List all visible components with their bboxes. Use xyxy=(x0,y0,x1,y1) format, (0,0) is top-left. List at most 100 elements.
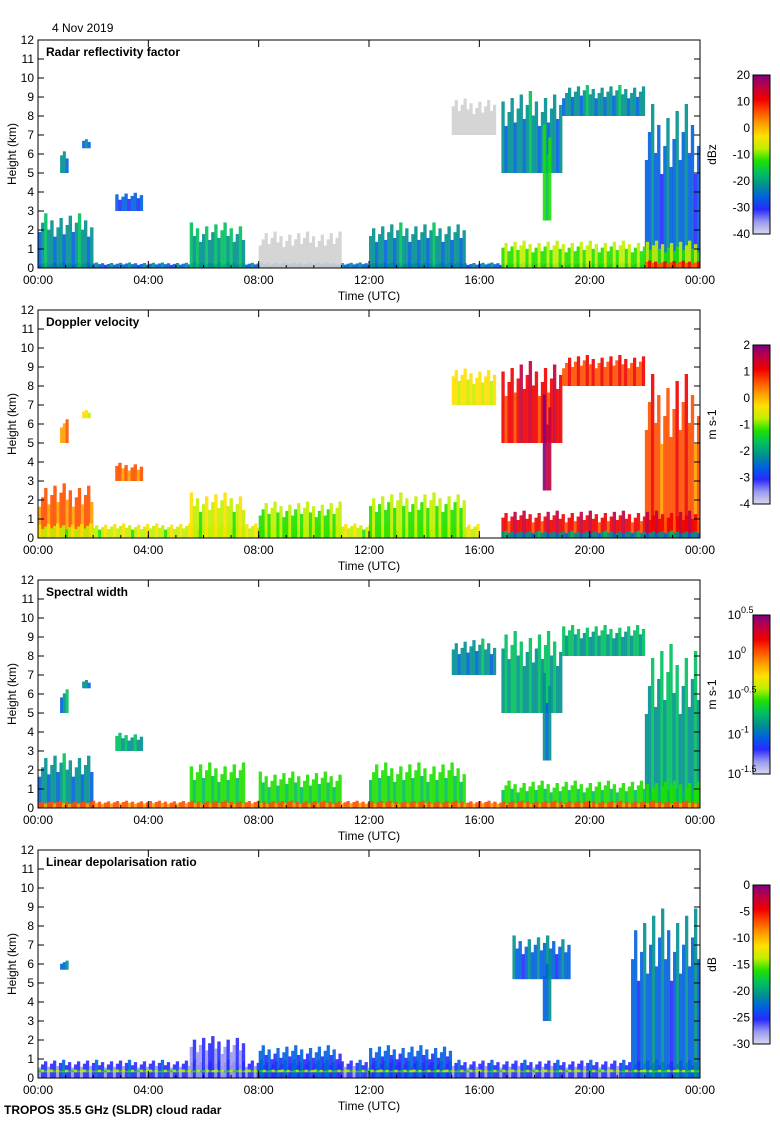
echo-mark xyxy=(377,1046,382,1078)
echo-mark xyxy=(422,1054,426,1078)
echo-mark xyxy=(481,1060,485,1078)
echo-mark xyxy=(408,764,412,808)
echo-mark xyxy=(423,768,427,808)
echo-mark xyxy=(142,803,147,808)
colorbar-tick-exponent: -1.5 xyxy=(741,764,757,774)
echo-mark xyxy=(418,1069,422,1073)
echo-mark xyxy=(508,802,512,808)
echo-mark xyxy=(393,507,397,538)
echo-mark xyxy=(170,524,174,538)
echo-mark xyxy=(528,531,532,538)
echo-mark xyxy=(501,517,505,538)
echo-mark xyxy=(267,243,271,268)
echo-mark xyxy=(580,803,584,808)
echo-mark xyxy=(314,1052,319,1078)
echo-mark xyxy=(426,237,430,268)
echo-mark xyxy=(526,1069,530,1073)
echo-mark xyxy=(122,523,126,538)
echo-mark xyxy=(522,510,526,538)
echo-mark xyxy=(666,789,671,808)
echo-mark xyxy=(615,249,620,268)
echo-mark xyxy=(279,506,283,538)
echo-mark xyxy=(577,801,581,808)
echo-mark xyxy=(435,779,439,808)
echo-mark xyxy=(678,159,682,268)
echo-mark xyxy=(639,251,644,268)
echo-mark xyxy=(585,85,589,116)
echo-mark xyxy=(630,362,634,386)
echo-mark xyxy=(529,1070,533,1073)
echo-mark xyxy=(542,124,546,221)
echo-mark xyxy=(323,1050,327,1078)
echo-mark xyxy=(201,504,206,538)
echo-mark xyxy=(634,1069,638,1073)
echo-mark xyxy=(655,1070,659,1073)
echo-mark xyxy=(60,963,64,970)
echo-mark xyxy=(550,1069,554,1073)
echo-mark xyxy=(109,1061,114,1078)
echo-mark xyxy=(118,462,122,481)
echo-mark xyxy=(47,504,51,538)
echo-mark xyxy=(398,1053,402,1078)
echo-mark xyxy=(537,395,542,443)
echo-mark xyxy=(139,736,144,751)
colorbar-tick-label: -15 xyxy=(733,958,751,972)
echo-mark xyxy=(633,789,638,808)
echo-mark xyxy=(525,104,530,173)
echo-mark xyxy=(582,360,587,386)
echo-mark xyxy=(457,1070,461,1073)
echo-mark xyxy=(536,937,541,980)
echo-mark xyxy=(58,1070,63,1073)
echo-mark xyxy=(370,801,374,808)
echo-mark xyxy=(460,1069,464,1073)
echo-mark xyxy=(375,241,379,268)
echo-mark xyxy=(693,244,698,268)
echo-mark xyxy=(675,110,679,268)
echo-mark xyxy=(238,226,243,268)
echo-mark xyxy=(52,1070,57,1073)
echo-mark xyxy=(146,524,150,538)
echo-mark xyxy=(672,780,677,808)
echo-mark xyxy=(546,241,550,268)
echo-mark xyxy=(466,1070,470,1073)
echo-mark xyxy=(657,248,662,268)
echo-mark xyxy=(490,802,494,808)
colorbar-tick-label: -5 xyxy=(739,905,750,919)
echo-mark xyxy=(567,357,572,386)
echo-mark xyxy=(636,785,641,808)
echo-mark xyxy=(627,514,632,538)
echo-mark xyxy=(447,226,451,268)
echo-mark xyxy=(390,768,394,808)
echo-mark xyxy=(187,264,192,268)
echo-mark xyxy=(403,1069,407,1073)
echo-mark xyxy=(618,245,623,268)
echo-mark xyxy=(121,468,125,481)
echo-mark xyxy=(85,1070,90,1073)
echo-mark xyxy=(453,232,457,268)
echo-mark xyxy=(693,262,698,268)
echo-mark xyxy=(633,247,638,268)
echo-mark xyxy=(109,1070,114,1073)
echo-mark xyxy=(148,801,153,808)
y-tick-label: 10 xyxy=(21,71,35,85)
echo-mark xyxy=(302,237,307,268)
echo-mark xyxy=(627,98,631,116)
echo-mark xyxy=(545,703,549,761)
echo-mark xyxy=(579,365,584,386)
echo-mark xyxy=(493,801,497,808)
echo-mark xyxy=(298,803,302,808)
echo-mark xyxy=(335,507,339,538)
echo-mark xyxy=(438,772,442,808)
echo-mark xyxy=(448,803,452,808)
echo-mark xyxy=(399,766,403,808)
echo-mark xyxy=(91,1070,96,1073)
echo-mark xyxy=(516,792,520,808)
echo-mark xyxy=(562,1062,566,1078)
echo-mark xyxy=(152,525,156,538)
echo-mark xyxy=(579,638,584,656)
echo-mark xyxy=(510,516,514,538)
echo-mark xyxy=(130,1069,135,1073)
echo-mark xyxy=(597,522,601,538)
echo-mark xyxy=(597,92,601,116)
echo-mark xyxy=(322,800,326,808)
